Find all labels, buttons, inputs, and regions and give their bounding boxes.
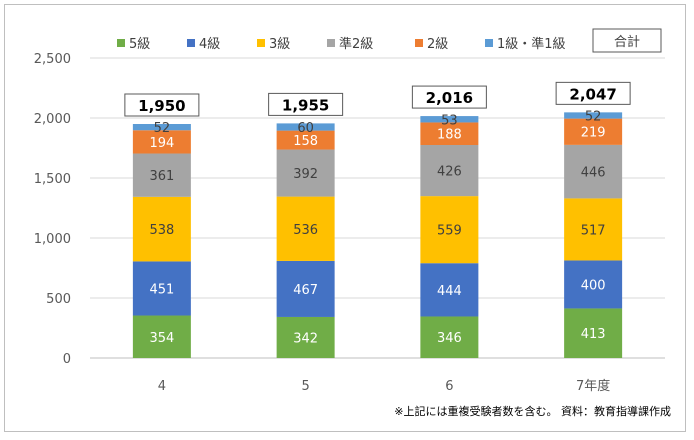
y-tick-label: 0	[63, 352, 71, 367]
y-tick-label: 1,500	[34, 172, 71, 187]
data-label: 451	[149, 282, 174, 297]
legend-swatch	[117, 39, 125, 47]
y-tick-label: 500	[46, 292, 71, 307]
legend-swatch	[485, 39, 493, 47]
total-label: 2,047	[569, 85, 616, 103]
legend: 5級 4級 3級 準2級 2級 1級・準1級 合計	[117, 28, 662, 53]
total-label: 2,016	[426, 89, 473, 107]
total-labels: 1,950 1,955 2,016 2,047	[124, 81, 631, 117]
total-box	[124, 93, 200, 117]
stacked-bar-chart: 0 500 1,000 1,500 2,000 2,500 354 451 538 361 194…	[34, 28, 671, 418]
y-tick-label: 2,000	[34, 112, 71, 127]
data-label: 559	[437, 224, 462, 239]
data-label: 444	[437, 284, 462, 299]
data-label: 52	[585, 109, 602, 124]
x-tick-label: 4	[158, 379, 166, 394]
bar-segment	[420, 196, 479, 264]
legend-label: 3級	[269, 37, 290, 52]
total-label: 1,955	[282, 96, 329, 114]
bar-segment	[564, 112, 623, 119]
x-tick-label: 6	[445, 379, 453, 394]
x-tick-label: 5	[301, 379, 309, 394]
total-box	[268, 92, 344, 116]
bar-segment	[276, 316, 335, 358]
bar-segment	[564, 308, 623, 358]
bar-segment	[132, 130, 191, 154]
data-label: 60	[297, 121, 314, 136]
bar-segment	[132, 124, 191, 131]
legend-label-total: 合計	[614, 34, 640, 50]
bar-segment	[420, 263, 479, 317]
bar-segment	[276, 130, 335, 150]
legend-swatch	[327, 39, 335, 47]
data-label: 392	[293, 167, 318, 182]
total-label: 1,950	[138, 97, 185, 115]
legend-label: 1級・準1級	[497, 36, 566, 52]
legend-swatch	[187, 39, 195, 47]
legend-swatch	[415, 39, 423, 47]
bars: 3544515383611945234246753639215860346444…	[132, 109, 623, 358]
data-label: 194	[149, 136, 174, 151]
y-tick-label: 2,500	[34, 52, 71, 67]
bar-segment	[132, 153, 191, 197]
legend-label: 2級	[427, 37, 448, 52]
legend-label: 準2級	[339, 36, 373, 52]
legend-swatch	[257, 39, 265, 47]
data-label: 426	[437, 165, 462, 180]
legend-total-box	[592, 28, 662, 53]
bar-segment	[564, 144, 623, 199]
data-label: 219	[581, 126, 606, 141]
legend-label: 4級	[199, 37, 220, 52]
data-label: 188	[437, 128, 462, 143]
footnote: ※上記には重複受験者数を含む。 資料：教育指導課作成	[394, 404, 671, 418]
data-label: 361	[149, 169, 174, 184]
data-label: 400	[581, 278, 606, 293]
total-box	[411, 85, 487, 109]
data-label: 536	[293, 223, 318, 238]
data-label: 467	[293, 283, 318, 298]
bar-segment	[132, 315, 191, 358]
data-label: 53	[441, 113, 458, 128]
data-label: 517	[581, 223, 606, 238]
data-label: 538	[149, 223, 174, 238]
bar-segment	[420, 116, 479, 123]
y-tick-label: 1,000	[34, 232, 71, 247]
data-label: 158	[293, 134, 318, 149]
bar-segment	[132, 196, 191, 262]
bar-segment	[276, 123, 335, 131]
data-label: 446	[581, 166, 606, 181]
bar-segment	[564, 198, 623, 261]
data-label: 346	[437, 331, 462, 346]
total-box	[555, 81, 631, 105]
data-label: 413	[581, 327, 606, 342]
bar-segment	[564, 118, 623, 145]
bar-segment	[276, 149, 335, 197]
legend-label: 5級	[129, 37, 150, 52]
y-axis-ticks: 0 500 1,000 1,500 2,000 2,500	[34, 52, 71, 367]
x-axis-ticks: 4 5 6 7年度	[158, 378, 611, 394]
bar-segment	[276, 196, 335, 261]
chart-frame: 0 500 1,000 1,500 2,000 2,500 354 451 538 361 194…	[4, 4, 686, 432]
x-tick-label: 7年度	[576, 378, 610, 394]
data-label: 354	[149, 331, 174, 346]
bar-segment	[564, 260, 623, 309]
bar-segment	[132, 261, 191, 316]
data-label: 52	[154, 121, 171, 136]
bar-segment	[420, 122, 479, 145]
data-label: 342	[293, 331, 318, 346]
bar-segment	[420, 145, 479, 197]
bar-segment	[276, 260, 335, 317]
bar-segment	[420, 316, 479, 358]
